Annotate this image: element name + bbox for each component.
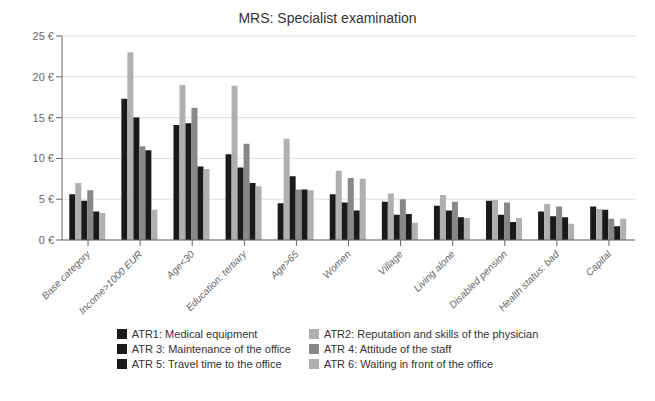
svg-text:Education: tertiary: Education: tertiary — [184, 248, 249, 313]
svg-text:Health status: bad: Health status: bad — [496, 248, 561, 313]
svg-text:Women: Women — [321, 248, 353, 280]
svg-text:Age>65: Age>65 — [268, 248, 301, 281]
html-text:ATR 3: Maintenance of the offi: ATR 3: Maintenance of the office — [131, 343, 291, 355]
svg-text:20 €: 20 € — [33, 71, 54, 83]
html-text:MRS: Specialist examination: MRS: Specialist examination — [238, 10, 417, 26]
svg-text:Village: Village — [376, 248, 405, 277]
svg-text:0 €: 0 € — [39, 234, 54, 246]
svg-text:Base category: Base category — [39, 248, 93, 302]
svg-text:Age<30: Age<30 — [163, 248, 196, 281]
html-text:ATR1: Medical equipment: ATR1: Medical equipment — [131, 328, 258, 340]
svg-text:Living alone: Living alone — [411, 248, 457, 294]
svg-text:25 €: 25 € — [33, 30, 54, 42]
html-text:ATR 5: Travel time to the offi: ATR 5: Travel time to the office — [131, 358, 282, 370]
html-text:ATR2: Reputation and skills of: ATR2: Reputation and skills of the physi… — [323, 328, 539, 340]
svg-text:10 €: 10 € — [33, 152, 54, 164]
svg-text:Income>1000 EUR: Income>1000 EUR — [77, 248, 145, 316]
svg-text:Disabled pension: Disabled pension — [447, 248, 509, 311]
svg-text:Capital: Capital — [583, 248, 613, 278]
svg-text:5 €: 5 € — [39, 193, 54, 205]
html-text:ATR 4: Attitude of the staff: ATR 4: Attitude of the staff — [323, 343, 452, 355]
html-text:ATR 6: Waiting in front of the: ATR 6: Waiting in front of the office — [323, 358, 493, 370]
svg-text:15 €: 15 € — [33, 112, 54, 124]
